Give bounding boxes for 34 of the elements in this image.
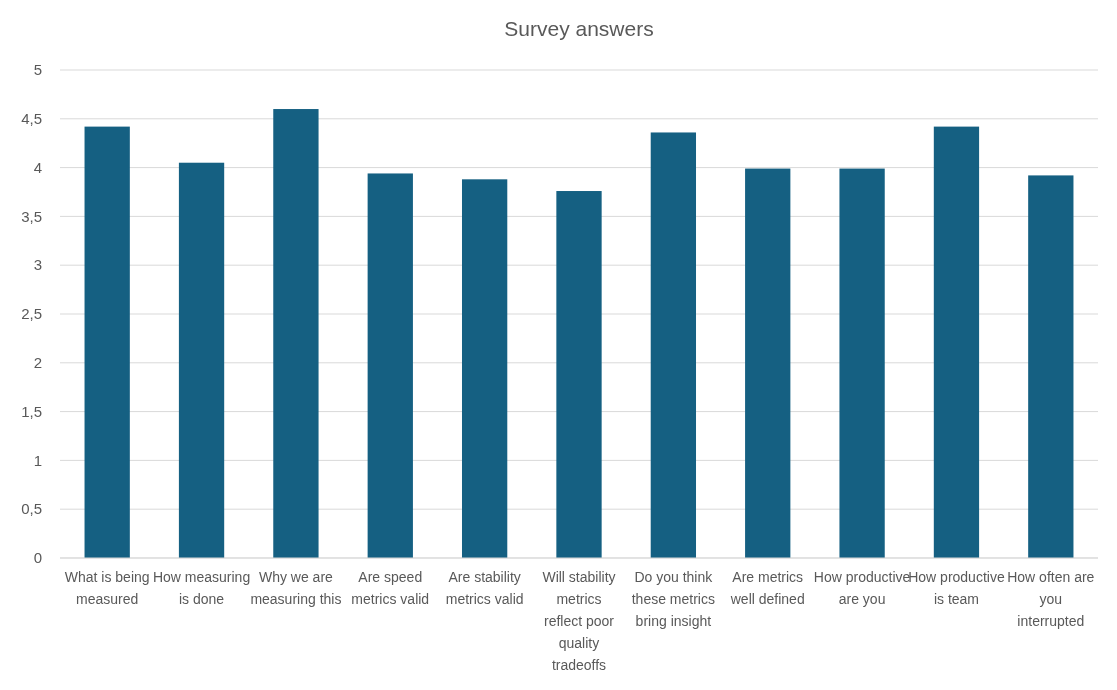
bar [650, 132, 697, 558]
x-tick-label: Are speed metrics valid [351, 569, 430, 607]
x-tick-label: How productive is team [908, 569, 1005, 607]
y-tick-label: 2,5 [21, 305, 42, 323]
y-tick-label: 5 [33, 61, 42, 79]
bar [178, 162, 225, 558]
x-tick-label: Why we are measuring this [250, 569, 342, 607]
x-tick-label: How often are you interrupted [1007, 569, 1095, 629]
bar [556, 191, 602, 558]
y-tick-label: 0 [33, 549, 42, 567]
y-tick-label: 1,5 [21, 402, 42, 420]
y-tick-label: 0,5 [21, 500, 42, 518]
x-tick-label: Are metrics well defined [729, 569, 805, 607]
y-tick-label: 3 [33, 256, 42, 274]
y-tick-label: 2 [33, 354, 42, 372]
x-tick-label: Will stability metrics reflect poor quality tradeoffs [542, 569, 616, 673]
x-tick-label: How measuring is done [152, 569, 251, 607]
x-tick-label: Are stability metrics valid [445, 569, 524, 607]
y-tick-label: 4,5 [21, 110, 42, 128]
bar [84, 126, 130, 558]
chart-title: Survey answers [504, 17, 654, 40]
bar [1028, 175, 1074, 558]
y-tick-label: 1 [33, 451, 42, 469]
x-tick-label: What is being measured [64, 569, 150, 607]
y-tick-label: 4 [33, 158, 42, 176]
bar [461, 179, 508, 558]
bar [745, 168, 791, 558]
x-tick-label: How productive are you [813, 569, 911, 607]
bar [839, 168, 885, 558]
bar [367, 173, 413, 558]
bar [273, 109, 319, 558]
x-tick-label: Do you think these metrics bring insight [631, 569, 715, 629]
bar [933, 126, 980, 558]
y-tick-label: 3,5 [21, 207, 42, 225]
